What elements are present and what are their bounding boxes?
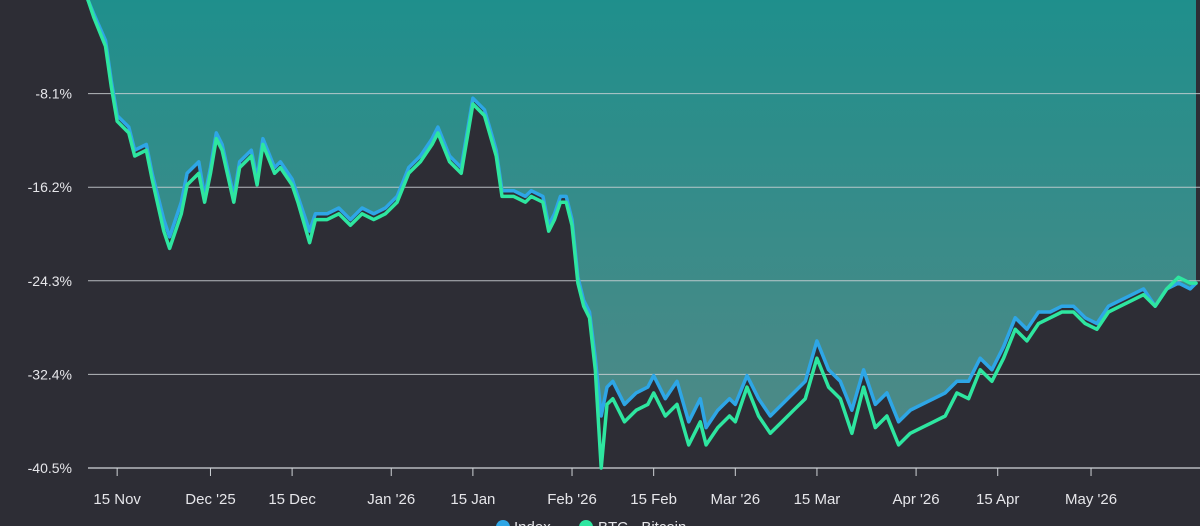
series-lines	[86, 0, 1198, 470]
x-tick-label: 15 Apr	[976, 491, 1019, 508]
x-tick-label: May '26	[1065, 491, 1117, 508]
x-tick-label: 15 Nov	[93, 491, 141, 508]
area-fill	[88, 0, 1196, 428]
x-tick-label: Jan '26	[367, 491, 415, 508]
y-tick-label: -40.5%	[28, 460, 72, 476]
x-tick-label: 15 Jan	[450, 491, 495, 508]
gridlines	[88, 93, 1200, 469]
y-tick-label: -32.4%	[28, 366, 72, 382]
y-tick-label: -16.2%	[28, 179, 72, 195]
legend-marker-1[interactable]	[579, 520, 593, 526]
legend[interactable]: Index BTC - Bitcoin	[496, 519, 686, 526]
series-line-1	[86, 0, 1198, 470]
x-tick-label: 15 Mar	[794, 491, 841, 508]
x-tick-label: Dec '25	[185, 491, 235, 508]
legend-marker-0[interactable]	[496, 520, 510, 526]
x-tick-label: 15 Feb	[630, 491, 677, 508]
y-tick-label: -24.3%	[28, 273, 72, 289]
x-tick-label: Mar '26	[711, 491, 761, 508]
x-tick-label: 15 Dec	[268, 491, 316, 508]
x-tick-label: Feb '26	[547, 491, 597, 508]
legend-label-0[interactable]: Index	[514, 519, 551, 526]
x-axis: 15 Nov Dec '25 15 Dec Jan '26 15 Jan Feb '26 1…	[93, 468, 1117, 508]
plot-area	[88, 0, 1196, 428]
y-tick-label: -8.1%	[35, 86, 72, 102]
x-tick-label: Apr '26	[893, 491, 940, 508]
legend-label-1[interactable]: BTC - Bitcoin	[598, 519, 686, 526]
y-axis: -8.1% -16.2% -24.3% -32.4% -40.5%	[28, 86, 72, 476]
